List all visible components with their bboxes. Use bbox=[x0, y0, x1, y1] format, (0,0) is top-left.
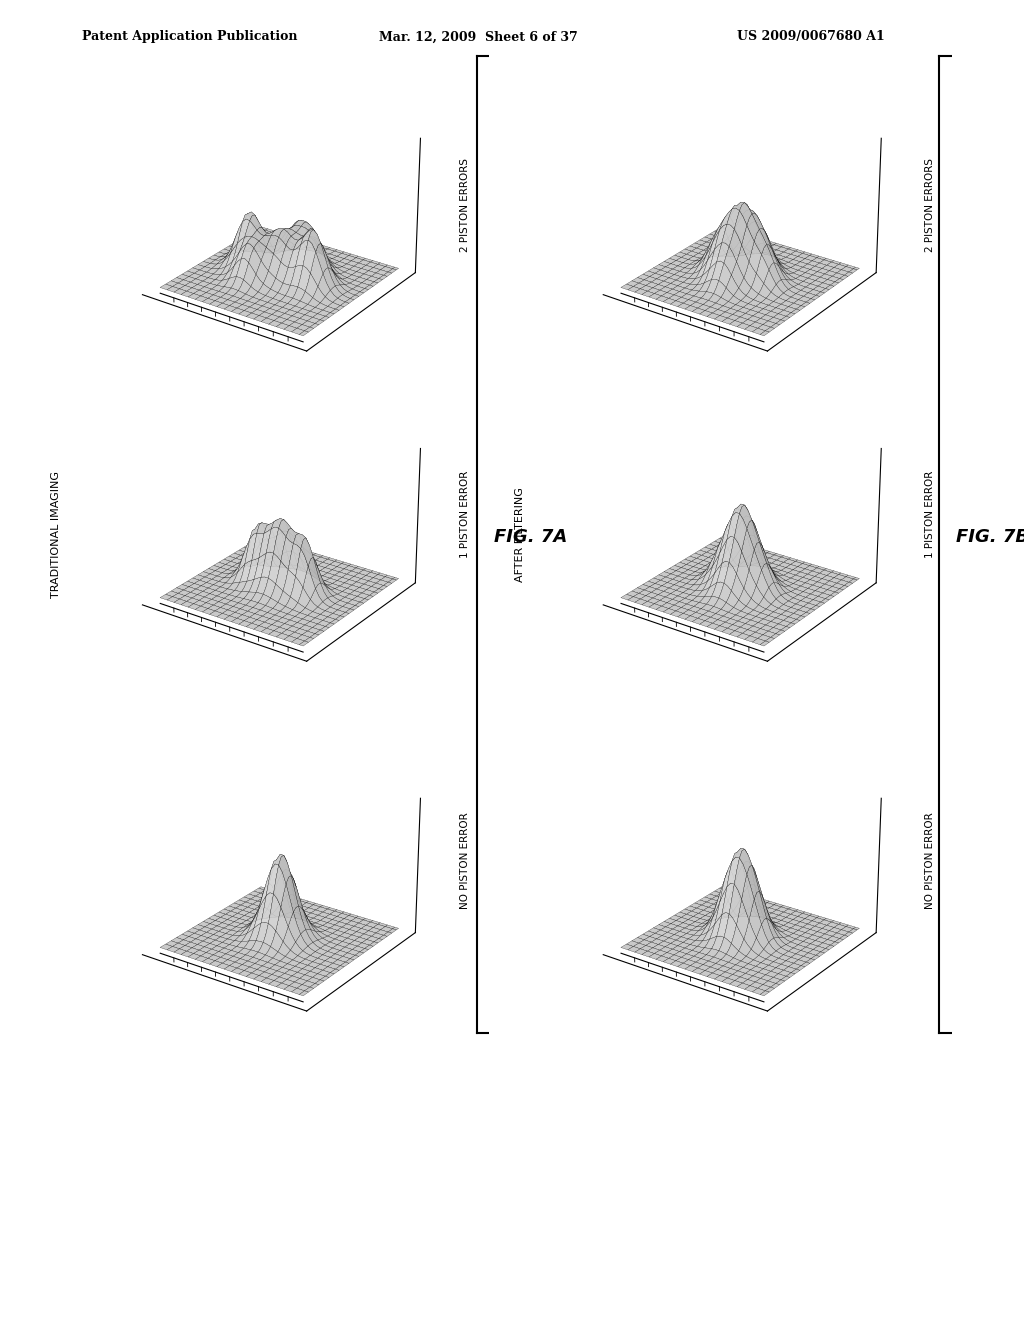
Text: Mar. 12, 2009  Sheet 6 of 37: Mar. 12, 2009 Sheet 6 of 37 bbox=[379, 30, 578, 44]
Text: NO PISTON ERROR: NO PISTON ERROR bbox=[925, 812, 935, 909]
Text: TRADITIONAL IMAGING: TRADITIONAL IMAGING bbox=[51, 471, 61, 598]
Text: Patent Application Publication: Patent Application Publication bbox=[82, 30, 297, 44]
Text: 1 PISTON ERROR: 1 PISTON ERROR bbox=[925, 471, 935, 558]
Text: FIG. 7A: FIG. 7A bbox=[494, 528, 567, 546]
Text: FIG. 7B: FIG. 7B bbox=[956, 528, 1024, 546]
Text: 1 PISTON ERROR: 1 PISTON ERROR bbox=[460, 471, 470, 558]
Text: 2 PISTON ERRORS: 2 PISTON ERRORS bbox=[460, 157, 470, 252]
Text: NO PISTON ERROR: NO PISTON ERROR bbox=[460, 812, 470, 909]
Text: US 2009/0067680 A1: US 2009/0067680 A1 bbox=[737, 30, 885, 44]
Text: AFTER FILTERING: AFTER FILTERING bbox=[515, 487, 525, 582]
Text: 2 PISTON ERRORS: 2 PISTON ERRORS bbox=[925, 157, 935, 252]
